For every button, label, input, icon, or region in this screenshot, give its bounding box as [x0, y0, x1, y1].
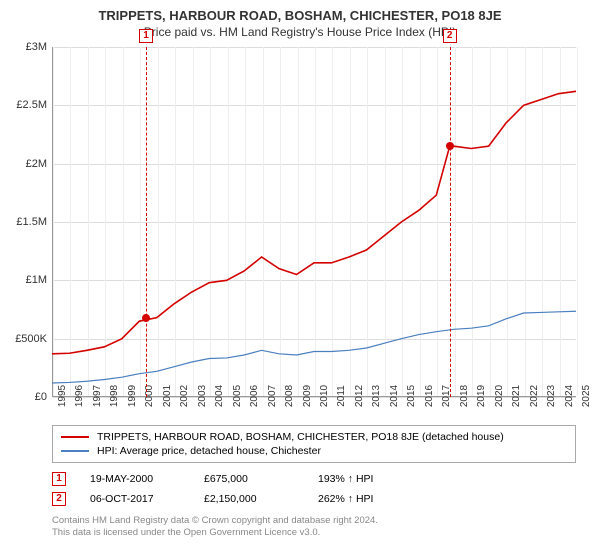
annotation-line: [146, 47, 147, 397]
footer-line-1: Contains HM Land Registry data © Crown c…: [52, 515, 576, 527]
transaction-date: 19-MAY-2000: [90, 473, 180, 485]
legend-swatch: [61, 436, 89, 438]
transactions-table: 1 19-MAY-2000 £675,000 193% ↑ HPI 2 06-OCT-20…: [52, 469, 576, 509]
transaction-marker: 1: [52, 472, 66, 486]
x-gridline: [577, 47, 578, 396]
transaction-row: 2 06-OCT-2017 £2,150,000 262% ↑ HPI: [52, 489, 576, 509]
series-line-trippets: [52, 91, 576, 354]
y-axis-label: £3M: [26, 41, 53, 53]
transaction-delta: 193% ↑ HPI: [318, 473, 408, 485]
transaction-delta: 262% ↑ HPI: [318, 493, 408, 505]
transaction-marker: 2: [52, 492, 66, 506]
annotation-marker: 2: [443, 29, 457, 43]
legend-label: HPI: Average price, detached house, Chic…: [97, 445, 321, 457]
chart-plot-area: £0£500K£1M£1.5M£2M£2.5M£3M19951996199719…: [52, 47, 576, 397]
chart-legend: TRIPPETS, HARBOUR ROAD, BOSHAM, CHICHEST…: [52, 425, 576, 463]
series-line-hpi: [52, 311, 576, 383]
footer-line-2: This data is licensed under the Open Gov…: [52, 527, 576, 539]
transaction-price: £2,150,000: [204, 493, 294, 505]
annotation-dot: [142, 314, 150, 322]
transaction-date: 06-OCT-2017: [90, 493, 180, 505]
legend-swatch: [61, 450, 89, 452]
annotation-dot: [446, 142, 454, 150]
legend-row: TRIPPETS, HARBOUR ROAD, BOSHAM, CHICHEST…: [61, 430, 567, 444]
y-axis-label: £0: [35, 391, 53, 403]
transaction-price: £675,000: [204, 473, 294, 485]
y-axis-label: £1.5M: [16, 216, 53, 228]
y-axis-label: £500K: [15, 333, 53, 345]
annotation-line: [450, 47, 451, 397]
annotation-marker: 1: [139, 29, 153, 43]
footer-attribution: Contains HM Land Registry data © Crown c…: [52, 515, 576, 540]
chart-title: TRIPPETS, HARBOUR ROAD, BOSHAM, CHICHEST…: [0, 8, 600, 23]
legend-label: TRIPPETS, HARBOUR ROAD, BOSHAM, CHICHEST…: [97, 431, 504, 443]
legend-row: HPI: Average price, detached house, Chic…: [61, 444, 567, 458]
y-axis-label: £2.5M: [16, 99, 53, 111]
y-axis-label: £2M: [26, 158, 53, 170]
y-axis-label: £1M: [26, 274, 53, 286]
x-axis-label: 2025: [577, 385, 592, 407]
transaction-row: 1 19-MAY-2000 £675,000 193% ↑ HPI: [52, 469, 576, 489]
chart-subtitle: Price paid vs. HM Land Registry's House …: [0, 25, 600, 39]
